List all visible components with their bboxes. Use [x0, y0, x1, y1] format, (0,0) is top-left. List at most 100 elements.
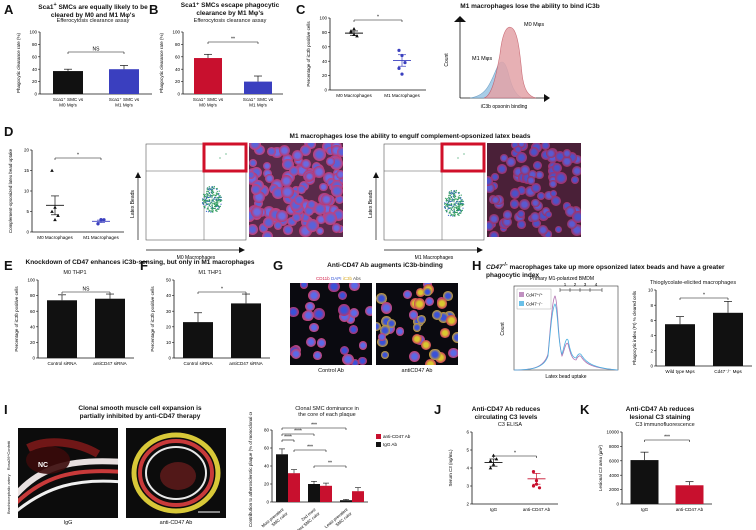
facs-event-dot — [208, 199, 211, 201]
facs-event-dot — [450, 204, 453, 207]
chart-i-legend-label-1: anti-CD47 Ab — [383, 434, 411, 439]
facs-event-dot — [214, 205, 216, 207]
facs-event-dot — [216, 191, 218, 193]
panel-i-title: Clonal smooth muscle cell expansion is p… — [60, 405, 220, 420]
panel-k-title-line1: Anti-CD47 Ab reduces — [625, 406, 695, 413]
panel-f-subtitle: M1 THP1 — [198, 270, 222, 276]
facs-event-dot — [209, 203, 211, 205]
chart-A-ytick-label-5: 100 — [29, 30, 37, 35]
artery-section-igg — [18, 438, 118, 512]
facs-event-dot — [454, 204, 456, 206]
facs-event-dot — [455, 206, 457, 208]
panel-label-i: I — [4, 402, 8, 417]
facs-event-dot — [456, 210, 459, 212]
facs-event-dot — [208, 200, 211, 203]
facs-event-dot — [448, 203, 450, 206]
cell — [323, 172, 336, 185]
cell — [439, 328, 450, 339]
facs-event-dot — [462, 200, 464, 202]
chart-J-point-1-0 — [531, 470, 536, 474]
cell — [563, 201, 571, 210]
facs-event-dot — [208, 186, 210, 188]
facs-event-dot — [213, 202, 215, 204]
cell — [249, 158, 257, 167]
chart-D-point-1-4 — [99, 218, 103, 222]
chart-d-sig-label: * — [77, 153, 79, 159]
chart-B-ytick-label-3: 60 — [175, 54, 181, 59]
facs-event-dot — [450, 196, 452, 198]
chart-H-ytick-label-4: 8 — [650, 303, 653, 308]
chart-F-ytick-label-2: 20 — [166, 324, 172, 329]
facs-event-dot — [206, 196, 208, 198]
chart-i-ylabel: Contribution to atherosclerotic plaque (… — [248, 412, 253, 527]
facs-event-dot — [449, 198, 452, 200]
facs-event-dot — [219, 198, 221, 200]
chart-A-xlabel-1-line-1: M1 Mφ's — [115, 103, 133, 108]
facs-event-dot — [454, 193, 456, 195]
cell — [251, 206, 264, 219]
cell — [513, 166, 524, 178]
facs-event-dot — [209, 210, 211, 212]
cell — [348, 307, 360, 318]
cell — [491, 195, 500, 205]
cell — [288, 165, 300, 176]
facs-event-dot — [458, 195, 460, 197]
facs-event-dot — [206, 188, 208, 190]
legend-abs: Abs — [353, 276, 361, 281]
chart-B-bar-1 — [244, 81, 272, 94]
facs-event-dot — [459, 206, 461, 208]
panel-j-subtitle: C3 ELISA — [497, 422, 523, 428]
chart-F-ytick-label-1: 10 — [166, 340, 172, 345]
chart-E-xlabel-1-line-0: antiCD47 siRNA — [93, 361, 127, 366]
facs-event-dot — [206, 208, 208, 210]
panel-k-subtitle: C3 immunofluorescence — [635, 422, 695, 428]
facs-event-dot — [448, 200, 450, 202]
cell — [358, 341, 368, 350]
facs-event-dot — [216, 196, 218, 199]
facs-event-dot — [451, 214, 453, 216]
facs-event-dot — [446, 198, 448, 200]
cell — [279, 144, 291, 156]
cell — [323, 211, 337, 225]
chart-F-ytick-label-5: 50 — [166, 278, 172, 283]
cell — [321, 204, 332, 214]
chart-C-point-1-2 — [403, 61, 407, 65]
facs-event-dot — [212, 202, 214, 204]
facs-event-dot — [461, 209, 463, 212]
cell — [299, 283, 309, 289]
facs-event-dot — [454, 206, 456, 208]
facs-event-dot — [210, 191, 212, 193]
chart-h-histogram: Primary M1-polarized BMDM Count Cd47⁺/⁺ … — [500, 276, 619, 380]
facs-event-dot — [203, 199, 205, 201]
panel-j-title-line1: Anti-CD47 Ab reduces — [471, 406, 541, 413]
chart-f-sig-label: * — [221, 287, 223, 293]
panel-h-title: CD47-/- macrophages take up more opsoniz… — [486, 262, 754, 279]
chart-i-legend-swatch-2 — [376, 442, 381, 447]
chart-C-point-1-3 — [397, 66, 401, 70]
cell — [377, 333, 386, 342]
chart-H-ylabel: Phagocytic index (PI) % cleared cells — [632, 290, 637, 365]
panel-i-chart-title: Clonal SMC dominance in the core of each… — [268, 406, 386, 418]
cell — [409, 350, 421, 362]
chart-i-s4-sig-label: *** — [307, 445, 313, 451]
facs-event-dot — [457, 213, 459, 215]
facs-event-dot — [214, 196, 216, 199]
cell — [541, 149, 552, 160]
facs-plot-m1: Latex Beads M1 Macrophages — [368, 142, 486, 261]
cell — [303, 205, 314, 216]
cell — [531, 182, 541, 193]
panel-label-j: J — [434, 402, 442, 417]
panel-label-a: A — [4, 2, 14, 17]
cell — [257, 185, 269, 197]
facs-event-dot — [452, 198, 454, 200]
chart-H-ytick-label-5: 10 — [648, 288, 654, 293]
facs-event-dot — [202, 201, 204, 204]
cell — [319, 182, 328, 191]
chart-K-ylabel: Lesional C3 area (μm²) — [598, 444, 603, 491]
facs-event-dot — [213, 187, 215, 190]
cell — [549, 189, 557, 197]
facs-plot-m0-xlabel: M0 Macrophages — [177, 255, 216, 261]
chart-B-xlabel-0-line-1: M0 Mφ's — [199, 103, 217, 108]
chart-i-legend-label-2: IgG Ab — [383, 442, 397, 447]
facs-event-dot — [447, 206, 450, 208]
